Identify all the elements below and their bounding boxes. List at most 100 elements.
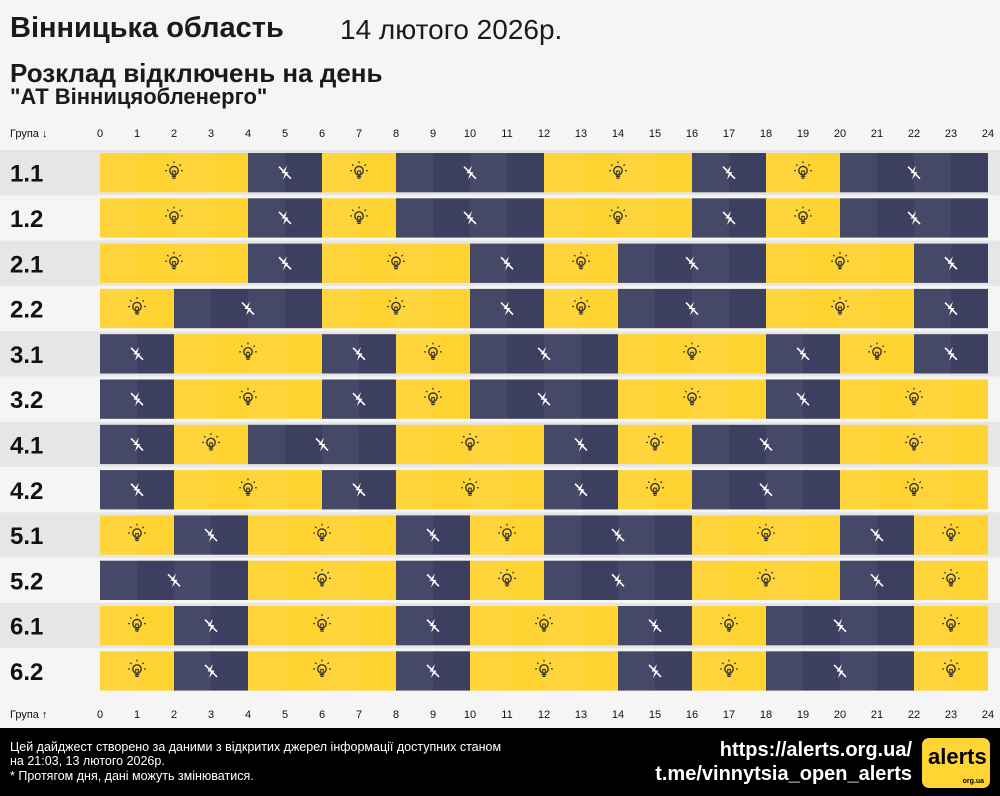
segment-on <box>248 560 396 600</box>
lightbulb-icon <box>313 659 331 677</box>
hour-stripe <box>840 515 877 555</box>
lightbulb-icon <box>720 659 738 677</box>
hour-stripe <box>396 288 433 329</box>
hour-stripe <box>840 651 877 691</box>
segment-on <box>174 424 248 465</box>
lightbulb-icon <box>720 614 738 632</box>
power-off-icon <box>648 663 662 678</box>
group-label: 1.2 <box>10 206 43 233</box>
hour-stripe <box>692 606 729 646</box>
axis-top-tick-label: 12 <box>538 128 550 140</box>
group-label: 5.1 <box>10 523 43 550</box>
page-title: Вінницька область <box>10 12 284 44</box>
hour-stripe <box>396 606 433 646</box>
power-off-icon <box>500 256 514 271</box>
hour-stripe <box>914 560 951 600</box>
hour-stripe <box>840 606 877 646</box>
hour-stripe <box>544 424 581 465</box>
alerts-logo[interactable]: alerts org.ua <box>922 738 990 788</box>
segment-on <box>618 379 766 419</box>
hour-stripe <box>322 606 359 646</box>
axis-bottom-tick-label: 24 <box>982 709 994 721</box>
hour-stripe <box>840 424 877 465</box>
hour-stripe <box>766 424 803 465</box>
hour-stripe <box>692 198 729 238</box>
power-off-icon <box>352 346 366 361</box>
hour-stripe <box>914 153 951 193</box>
hour-stripe <box>470 606 507 646</box>
outage-schedule-chart: Група ↓ 0 1 2 3 4 5 6 7 8 9 10 11 12 13 14 15 16 17 18 19 20 2… <box>0 128 1000 721</box>
lightbulb-icon <box>165 161 183 179</box>
axis-bottom-tick-label: 6 <box>319 709 325 721</box>
hour-stripe <box>100 198 137 238</box>
hour-stripe <box>396 424 433 465</box>
lightbulb-icon <box>202 433 220 451</box>
telegram-link[interactable]: t.me/vinnytsia_open_alerts <box>655 763 912 785</box>
lightbulb-icon <box>165 251 183 270</box>
power-off-icon <box>426 573 440 588</box>
power-off-icon <box>426 663 440 678</box>
axis-bottom-tick-label: 4 <box>245 709 251 721</box>
hour-stripe <box>766 470 803 510</box>
hour-stripe <box>174 379 211 419</box>
segment-on <box>100 153 248 193</box>
group-label: 3.2 <box>10 387 43 414</box>
logo-subtext: org.ua <box>962 778 984 785</box>
website-link[interactable]: https://alerts.org.ua/ <box>719 739 912 761</box>
hour-stripe <box>692 334 729 374</box>
hour-stripe <box>248 379 285 419</box>
lightbulb-icon <box>572 297 590 315</box>
power-off-icon <box>241 301 255 316</box>
power-off-icon <box>463 165 477 180</box>
lightbulb-icon <box>350 161 368 179</box>
segment-on <box>544 153 692 193</box>
power-off-icon <box>574 437 588 452</box>
segment-on <box>692 560 840 600</box>
group-label: 5.2 <box>10 568 43 595</box>
hour-stripe <box>248 606 285 646</box>
hour-stripe <box>692 515 729 555</box>
hour-stripe <box>766 288 803 329</box>
hour-stripe <box>248 153 285 193</box>
hour-stripe <box>470 515 507 555</box>
segment-on <box>544 198 692 238</box>
hour-stripe <box>618 288 655 329</box>
group-label: 3.1 <box>10 342 43 369</box>
power-off-icon <box>278 256 292 271</box>
axis-bottom-tick-label: 9 <box>430 709 436 721</box>
lightbulb-icon <box>313 523 331 542</box>
power-off-icon <box>796 392 810 407</box>
lightbulb-icon <box>757 569 775 587</box>
hour-stripe <box>100 153 137 193</box>
hour-stripe <box>322 379 359 419</box>
segment-on <box>840 470 988 510</box>
axis-bottom-group-label: Група ↑ <box>10 709 47 721</box>
lightbulb-icon <box>387 297 405 315</box>
axis-top-tick-label: 24 <box>982 128 994 140</box>
lightbulb-icon <box>128 523 146 542</box>
hour-stripe <box>914 424 951 465</box>
power-off-icon <box>204 618 218 633</box>
lightbulb-icon <box>535 659 553 677</box>
lightbulb-icon <box>757 523 775 542</box>
hour-stripe <box>914 243 951 283</box>
hour-stripe <box>174 470 211 510</box>
axis-bottom-tick-label: 11 <box>501 709 512 721</box>
lightbulb-icon <box>239 478 257 496</box>
hour-stripe <box>618 515 655 555</box>
lightbulb-icon <box>239 342 257 360</box>
segment-on <box>914 606 988 646</box>
lightbulb-icon <box>646 433 664 451</box>
axis-top-tick-label: 15 <box>649 128 661 140</box>
hour-stripe <box>766 334 803 374</box>
hour-stripe <box>248 198 285 238</box>
lightbulb-icon <box>128 659 146 677</box>
hour-stripe <box>840 470 877 510</box>
hour-stripe <box>322 288 359 329</box>
segment-on <box>914 651 988 691</box>
hour-stripe <box>174 606 211 646</box>
hour-stripe <box>544 379 581 419</box>
power-off-icon <box>833 663 847 678</box>
hour-stripe <box>544 470 581 510</box>
footer-bar <box>0 728 1000 796</box>
